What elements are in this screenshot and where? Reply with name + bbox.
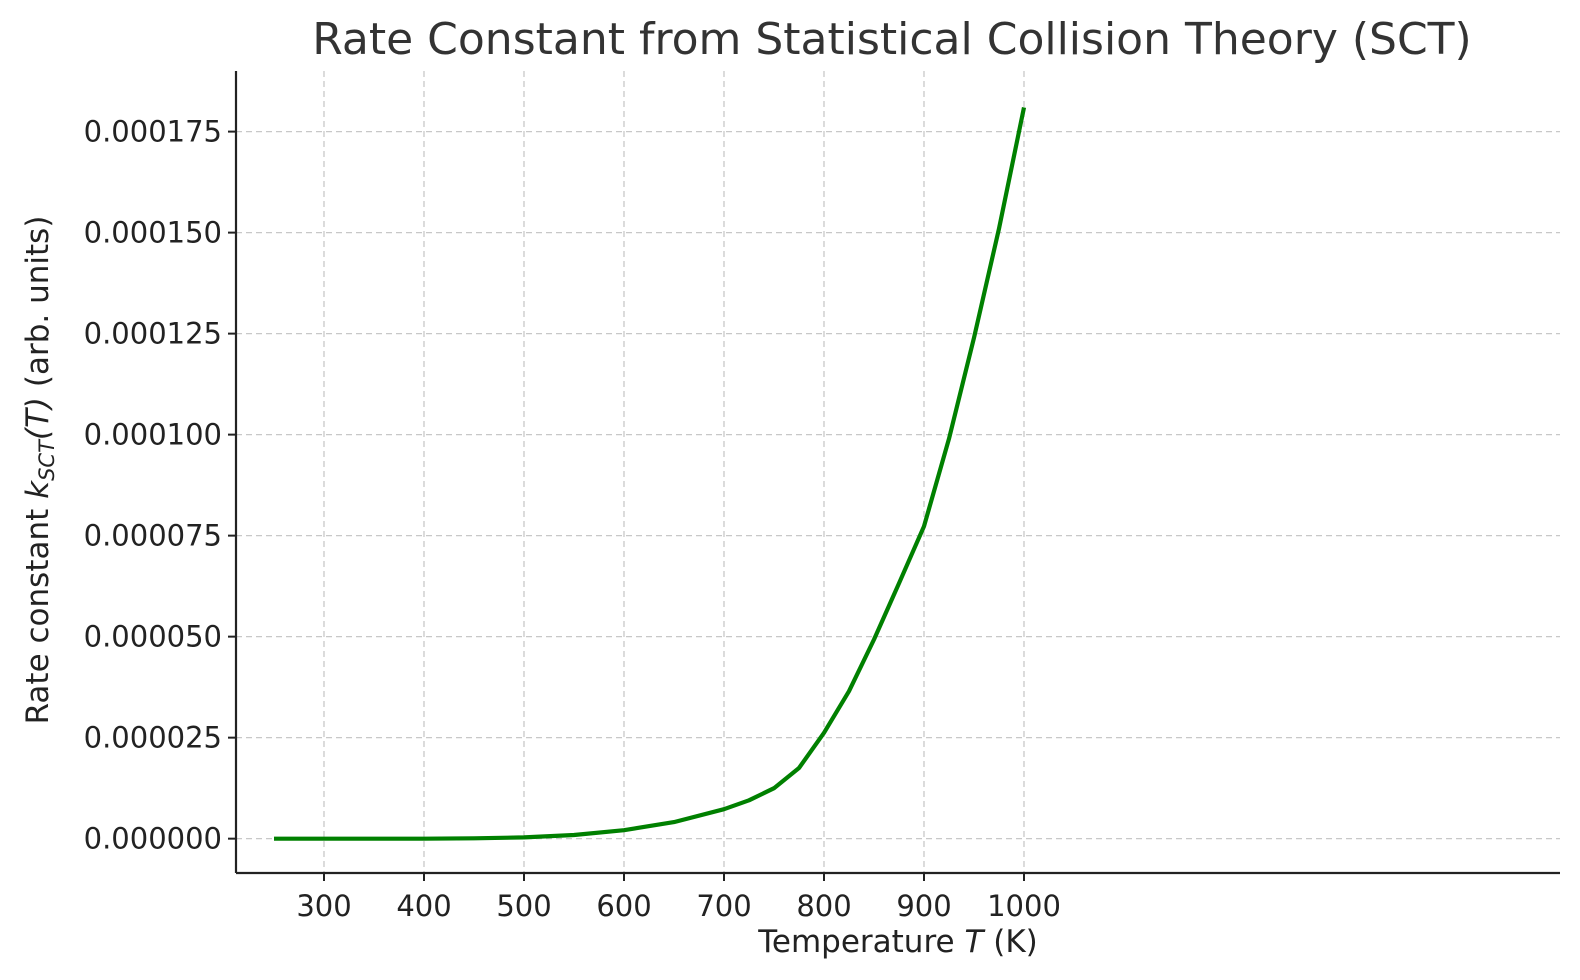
x-axis-ticks: 300 400 500 600 700 800 900 1000: [296, 873, 1061, 923]
grid-lines: [236, 71, 1560, 873]
x-tick-label: 700: [696, 889, 751, 923]
y-tick-label: 0.000025: [84, 721, 222, 755]
y-tick-label: 0.000175: [84, 115, 222, 149]
y-tick-label: 0.000075: [84, 519, 222, 553]
x-tick-label: 1000: [987, 889, 1061, 923]
y-axis-ticks: 0.000000 0.000025 0.000050 0.000075 0.000100…: [84, 115, 236, 856]
x-tick-label: 500: [496, 889, 551, 923]
y-tick-label: 0.000100: [84, 418, 222, 452]
x-axis-label: Temperature T (K): [757, 924, 1038, 960]
series-line: [274, 106, 1027, 841]
y-tick-label: 0.000150: [84, 216, 222, 250]
y-tick-label: 0.000125: [84, 317, 222, 351]
x-tick-label: 900: [896, 889, 951, 923]
y-tick-label: 0.000000: [84, 822, 222, 856]
chart-title: Rate Constant from Statistical Collision…: [312, 14, 1471, 65]
x-tick-label: 800: [796, 889, 851, 923]
series-layer: [274, 106, 1027, 841]
x-tick-label: 400: [396, 889, 451, 923]
x-tick-label: 600: [596, 889, 651, 923]
x-tick-label: 300: [296, 889, 351, 923]
y-axis-label: Rate constant kSCT(T) (arb. units): [20, 216, 59, 725]
y-tick-label: 0.000050: [84, 620, 222, 654]
